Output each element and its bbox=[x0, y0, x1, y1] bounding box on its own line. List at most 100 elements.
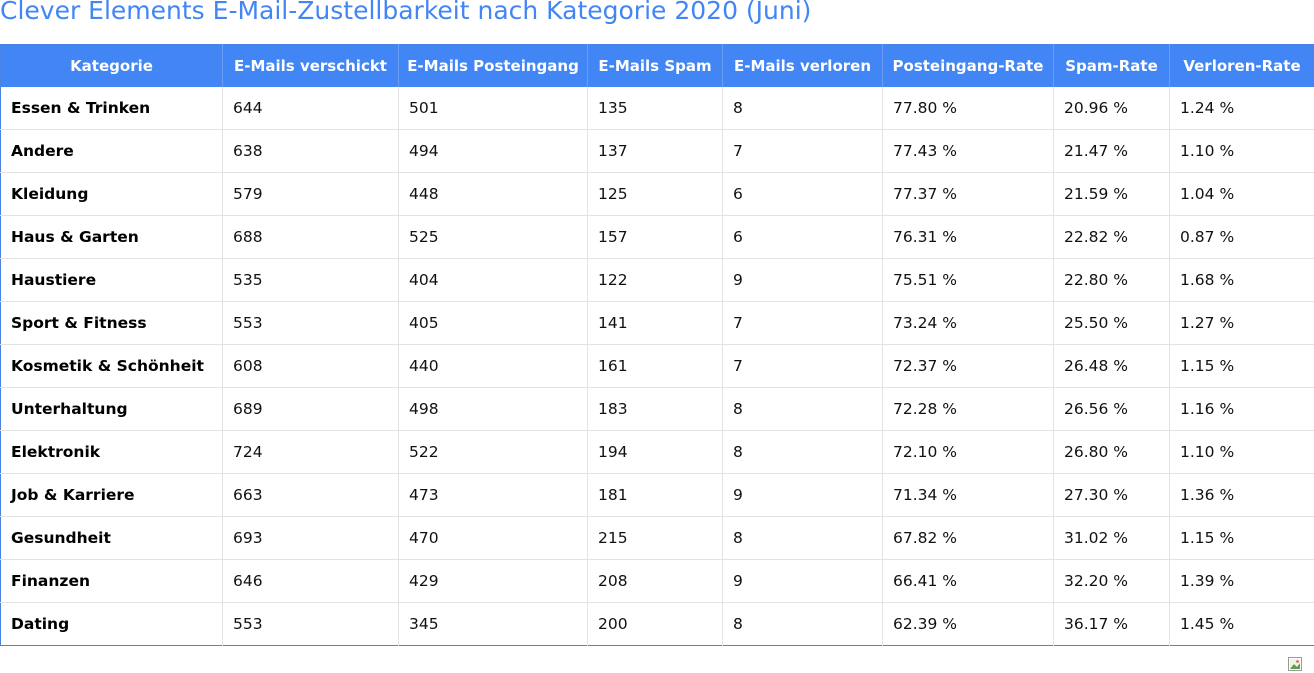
cell-verloren: 8 bbox=[722, 602, 883, 646]
cell-posteingang-rate: 62.39 % bbox=[882, 602, 1054, 646]
cell-verloren: 8 bbox=[722, 430, 883, 474]
cell-spam: 200 bbox=[587, 602, 723, 646]
table-row: Finanzen 646 429 208 9 66.41 % 32.20 % 1.39 % bbox=[0, 559, 1314, 603]
header-kategorie: Kategorie bbox=[0, 44, 223, 87]
cell-verloren-rate: 1.10 % bbox=[1169, 430, 1314, 474]
cell-posteingang-rate: 71.34 % bbox=[882, 473, 1054, 517]
cell-posteingang: 525 bbox=[398, 215, 588, 259]
cell-posteingang: 404 bbox=[398, 258, 588, 302]
cell-spam-rate: 25.50 % bbox=[1053, 301, 1170, 345]
cell-verschickt: 535 bbox=[222, 258, 399, 302]
cell-posteingang-rate: 77.43 % bbox=[882, 129, 1054, 173]
cell-verschickt: 638 bbox=[222, 129, 399, 173]
cell-posteingang-rate: 67.82 % bbox=[882, 516, 1054, 560]
table-row: Unterhaltung 689 498 183 8 72.28 % 26.56 % 1.16… bbox=[0, 387, 1314, 431]
cell-kategorie: Haus & Garten bbox=[0, 215, 223, 259]
cell-spam-rate: 21.47 % bbox=[1053, 129, 1170, 173]
cell-spam-rate: 22.82 % bbox=[1053, 215, 1170, 259]
cell-posteingang-rate: 72.10 % bbox=[882, 430, 1054, 474]
cell-spam-rate: 31.02 % bbox=[1053, 516, 1170, 560]
cell-verloren-rate: 1.15 % bbox=[1169, 516, 1314, 560]
cell-kategorie: Job & Karriere bbox=[0, 473, 223, 517]
cell-verloren-rate: 1.68 % bbox=[1169, 258, 1314, 302]
cell-kategorie: Sport & Fitness bbox=[0, 301, 223, 345]
cell-posteingang: 522 bbox=[398, 430, 588, 474]
cell-spam: 125 bbox=[587, 172, 723, 216]
cell-spam-rate: 36.17 % bbox=[1053, 602, 1170, 646]
header-emails-verschickt: E-Mails verschickt bbox=[222, 44, 399, 87]
cell-kategorie: Finanzen bbox=[0, 559, 223, 603]
cell-verloren: 9 bbox=[722, 258, 883, 302]
cell-spam: 157 bbox=[587, 215, 723, 259]
cell-spam: 135 bbox=[587, 87, 723, 130]
cell-verloren: 8 bbox=[722, 387, 883, 431]
cell-verloren: 9 bbox=[722, 473, 883, 517]
cell-verschickt: 693 bbox=[222, 516, 399, 560]
cell-verloren: 6 bbox=[722, 215, 883, 259]
table-row: Haus & Garten 688 525 157 6 76.31 % 22.82 % 0.8… bbox=[0, 215, 1314, 259]
cell-spam: 208 bbox=[587, 559, 723, 603]
cell-kategorie: Dating bbox=[0, 602, 223, 646]
cell-posteingang: 470 bbox=[398, 516, 588, 560]
cell-verloren-rate: 1.15 % bbox=[1169, 344, 1314, 388]
cell-spam: 137 bbox=[587, 129, 723, 173]
table-row: Andere 638 494 137 7 77.43 % 21.47 % 1.10 % bbox=[0, 129, 1314, 173]
cell-verloren-rate: 1.27 % bbox=[1169, 301, 1314, 345]
table-row: Haustiere 535 404 122 9 75.51 % 22.80 % 1.68 % bbox=[0, 258, 1314, 302]
cell-kategorie: Andere bbox=[0, 129, 223, 173]
cell-kategorie: Elektronik bbox=[0, 430, 223, 474]
cell-spam: 141 bbox=[587, 301, 723, 345]
broken-image-icon bbox=[1288, 657, 1302, 671]
cell-kategorie: Kosmetik & Schönheit bbox=[0, 344, 223, 388]
cell-verloren-rate: 1.10 % bbox=[1169, 129, 1314, 173]
cell-posteingang: 498 bbox=[398, 387, 588, 431]
cell-verschickt: 553 bbox=[222, 602, 399, 646]
table-header: Kategorie E-Mails verschickt E-Mails Pos… bbox=[0, 44, 1314, 87]
table-row: Dating 553 345 200 8 62.39 % 36.17 % 1.45 % bbox=[0, 602, 1314, 646]
cell-verloren-rate: 0.87 % bbox=[1169, 215, 1314, 259]
cell-verloren: 9 bbox=[722, 559, 883, 603]
cell-verschickt: 644 bbox=[222, 87, 399, 130]
cell-verschickt: 553 bbox=[222, 301, 399, 345]
cell-posteingang-rate: 77.37 % bbox=[882, 172, 1054, 216]
cell-kategorie: Haustiere bbox=[0, 258, 223, 302]
cell-kategorie: Essen & Trinken bbox=[0, 87, 223, 130]
cell-verschickt: 663 bbox=[222, 473, 399, 517]
cell-spam: 181 bbox=[587, 473, 723, 517]
cell-verschickt: 579 bbox=[222, 172, 399, 216]
deliverability-table: Kategorie E-Mails verschickt E-Mails Pos… bbox=[0, 44, 1314, 646]
cell-spam-rate: 26.80 % bbox=[1053, 430, 1170, 474]
header-posteingang-rate: Posteingang-Rate bbox=[882, 44, 1054, 87]
cell-spam-rate: 20.96 % bbox=[1053, 87, 1170, 130]
cell-spam: 161 bbox=[587, 344, 723, 388]
cell-kategorie: Unterhaltung bbox=[0, 387, 223, 431]
cell-posteingang: 473 bbox=[398, 473, 588, 517]
cell-spam: 183 bbox=[587, 387, 723, 431]
cell-spam-rate: 27.30 % bbox=[1053, 473, 1170, 517]
cell-spam: 122 bbox=[587, 258, 723, 302]
cell-verloren: 7 bbox=[722, 301, 883, 345]
cell-posteingang: 405 bbox=[398, 301, 588, 345]
cell-verloren-rate: 1.36 % bbox=[1169, 473, 1314, 517]
cell-verloren-rate: 1.24 % bbox=[1180, 99, 1235, 117]
cell-posteingang-rate: 75.51 % bbox=[882, 258, 1054, 302]
cell-posteingang: 345 bbox=[398, 602, 588, 646]
cell-verloren: 6 bbox=[722, 172, 883, 216]
cell-posteingang-rate: 72.37 % bbox=[882, 344, 1054, 388]
cell-verschickt: 724 bbox=[222, 430, 399, 474]
cell-spam-rate: 26.56 % bbox=[1053, 387, 1170, 431]
cell-spam-rate: 26.48 % bbox=[1053, 344, 1170, 388]
cell-posteingang-rate: 72.28 % bbox=[882, 387, 1054, 431]
cell-spam-rate: 22.80 % bbox=[1053, 258, 1170, 302]
table-row: Kosmetik & Schönheit 608 440 161 7 72.37 % 26.… bbox=[0, 344, 1314, 388]
header-verloren-rate: Verloren-Rate bbox=[1169, 44, 1314, 87]
cell-verschickt: 688 bbox=[222, 215, 399, 259]
table-row: Essen & Trinken 644 501 135 8 77.80 % 20.96 % 1… bbox=[0, 87, 1314, 130]
cell-verloren: 8 bbox=[722, 516, 883, 560]
cell-kategorie: Gesundheit bbox=[0, 516, 223, 560]
cell-posteingang: 440 bbox=[398, 344, 588, 388]
cell-verloren: 7 bbox=[722, 129, 883, 173]
cell-verloren-rate: 1.04 % bbox=[1169, 172, 1314, 216]
table-row: Elektronik 724 522 194 8 72.10 % 26.80 % 1.10 % bbox=[0, 430, 1314, 474]
cell-posteingang: 501 bbox=[398, 87, 588, 130]
